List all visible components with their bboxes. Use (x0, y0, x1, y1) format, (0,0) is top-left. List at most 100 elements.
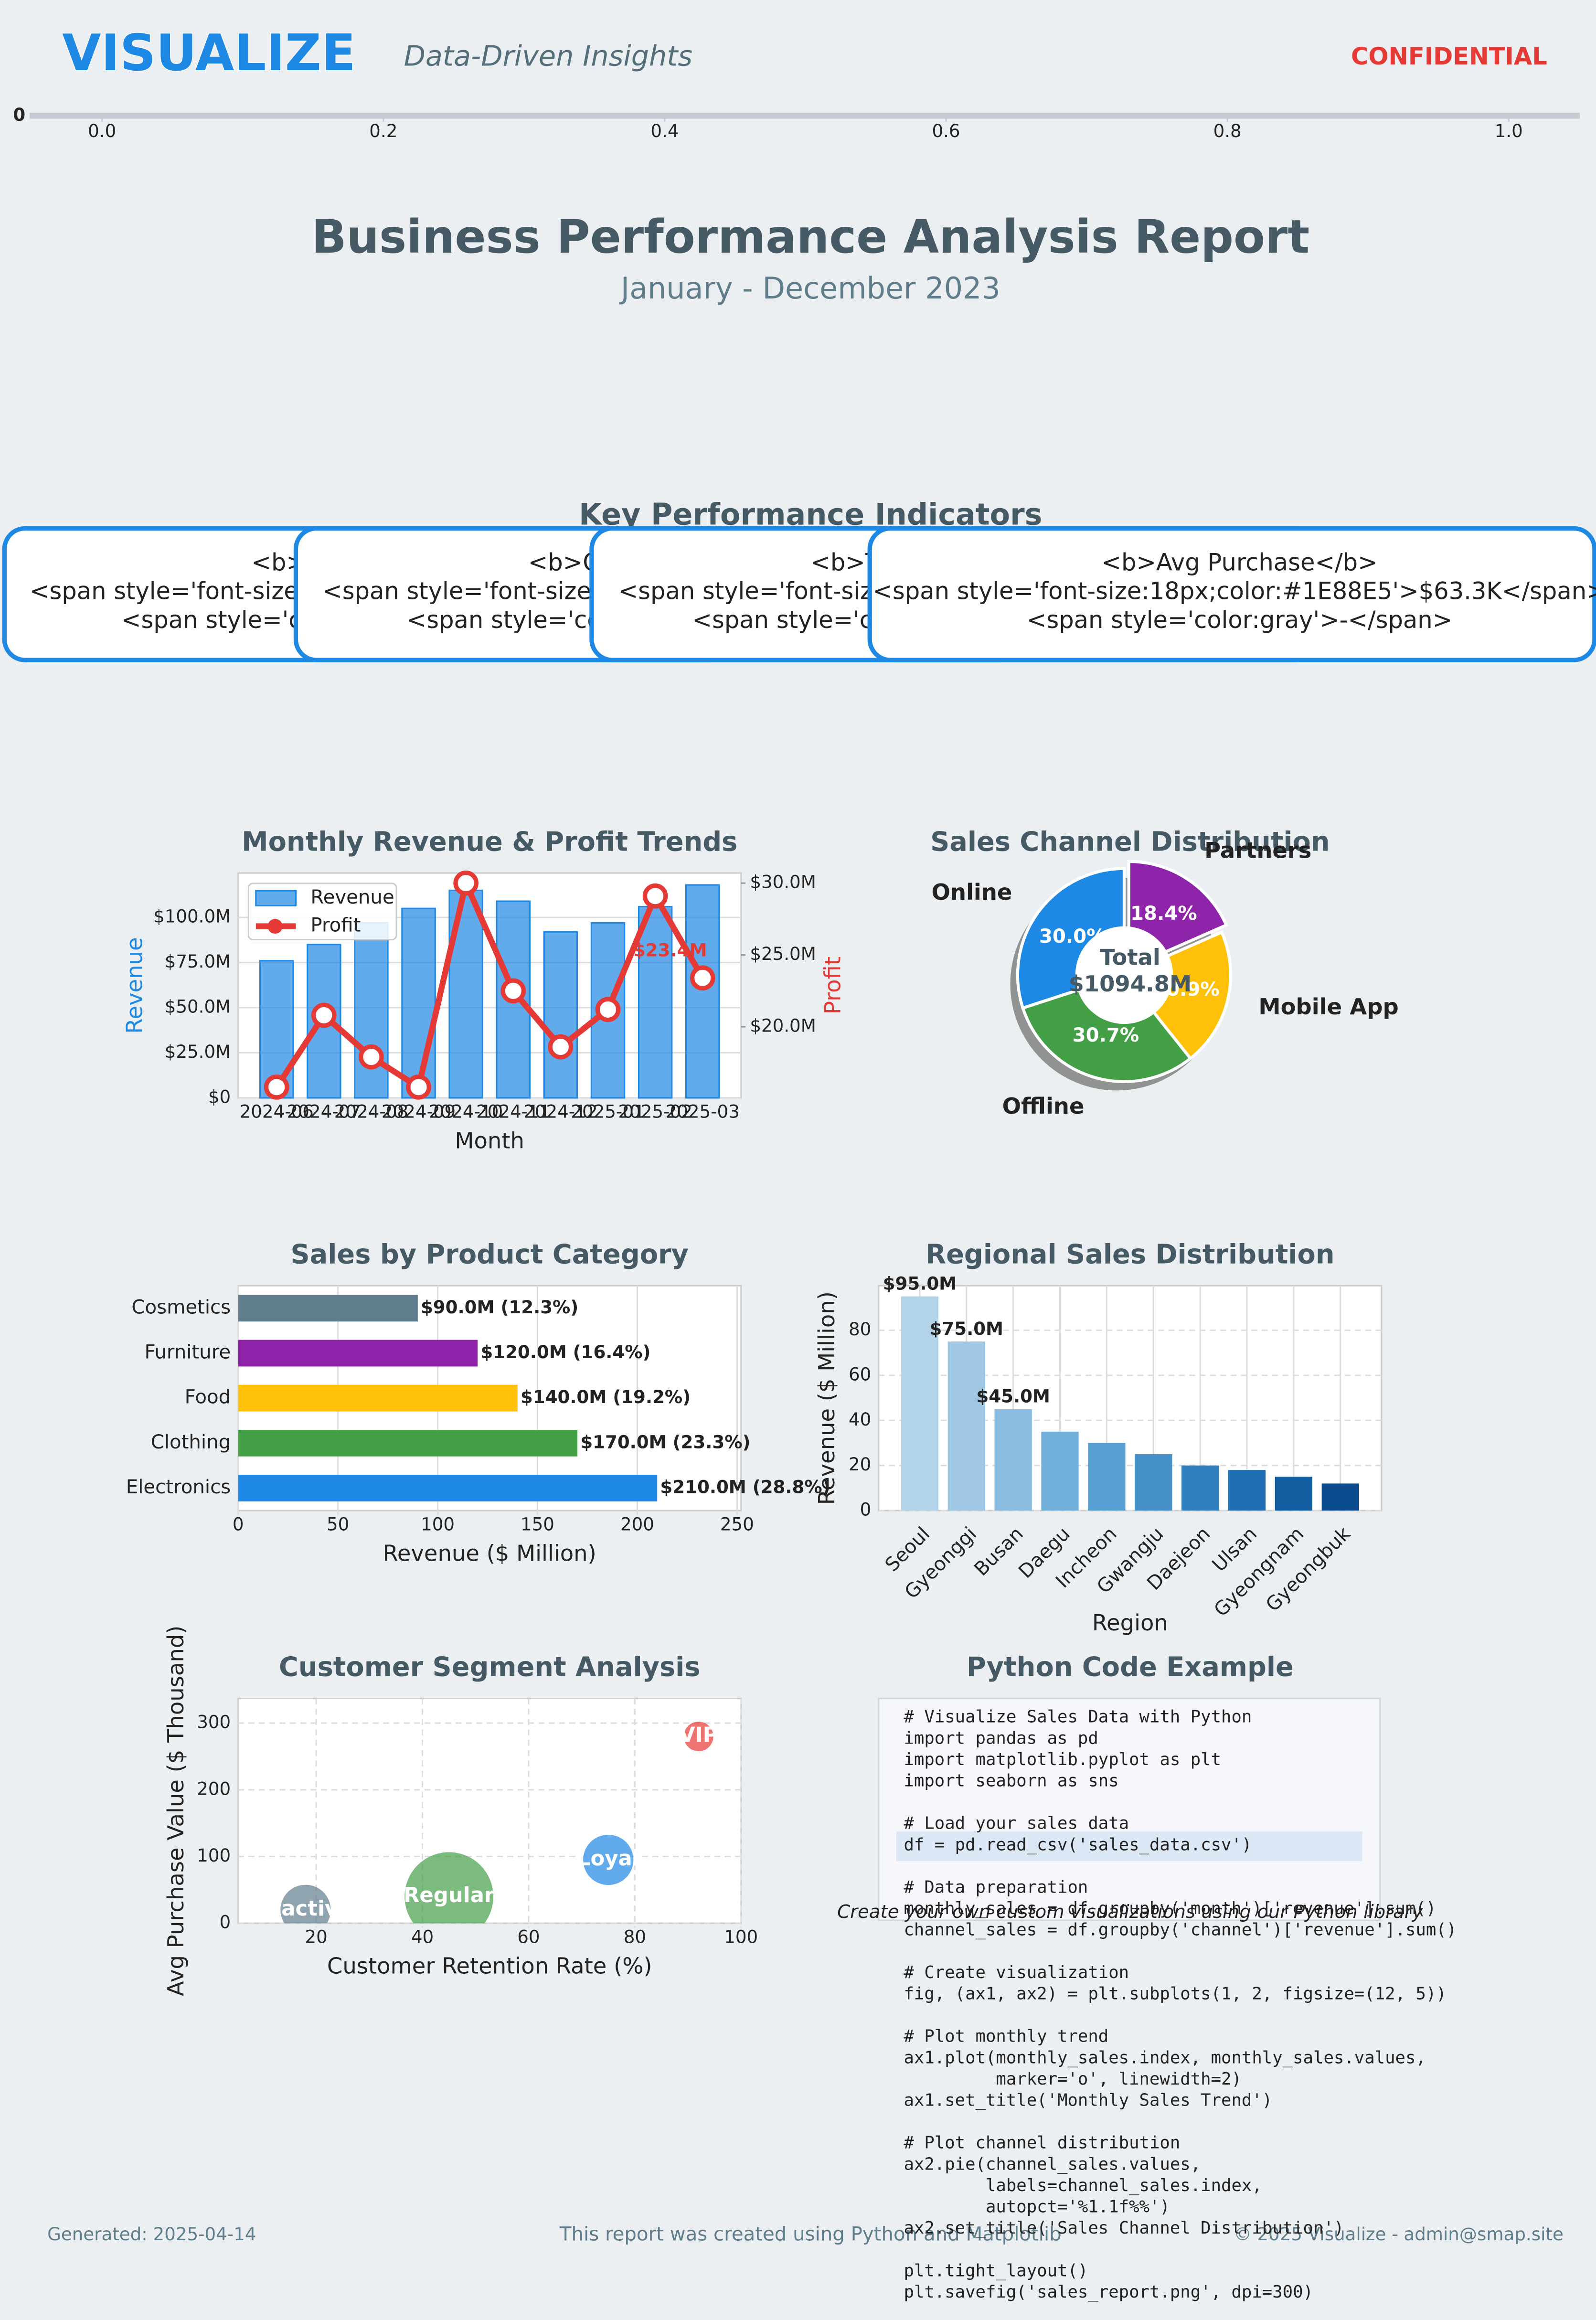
bubble (583, 1834, 634, 1885)
point (311, 1002, 337, 1028)
x-tick-label: 80 (624, 1927, 646, 1948)
point (359, 1044, 384, 1070)
code-line: # Plot channel distribution (904, 2133, 1180, 2153)
code-line: plt.savefig('sales_report.png', dpi=300) (904, 2282, 1313, 2302)
code-line: autopct='%1.1f%%') (904, 2197, 1170, 2217)
code-caption: Create your own custom visualizations us… (837, 1901, 1424, 1923)
kpi-card (867, 526, 1596, 662)
y-axis-label: Avg Purchase Value ($ Thousand) (163, 1626, 189, 1996)
x-tick-label: 60 (517, 1927, 540, 1948)
progress-tick-label: 1.0 (1495, 121, 1523, 141)
x-tick-label: 2024-11 (476, 1101, 550, 1122)
y-axis-label: Profit (819, 957, 845, 1014)
x-tick-label: 2024-12 (523, 1101, 597, 1122)
slice-label: Mobile App (1258, 994, 1398, 1020)
center-label: Total (1100, 944, 1160, 970)
code-line: ax2.pie(channel_sales.values, (904, 2154, 1201, 2174)
progress-tick-label: 0.4 (650, 121, 679, 141)
bubble (280, 1884, 331, 1924)
footer-copyright: © 2025 Visualize - admin@smap.site (1234, 2224, 1563, 2245)
x-tick-label: 40 (411, 1927, 434, 1948)
code-line: # Visualize Sales Data with Python (904, 1707, 1252, 1727)
x-axis-label: Region (1092, 1610, 1168, 1636)
tagline: Data-Driven Insights (404, 40, 692, 73)
value-label: $120.0M (16.4%) (480, 1342, 650, 1362)
code-highlight (896, 1831, 1362, 1862)
value-label: $170.0M (23.3%) (580, 1432, 750, 1452)
report-title: Business Performance Analysis Report (312, 210, 1310, 264)
point (500, 978, 526, 1004)
y-tick-label: 0 (860, 1500, 872, 1520)
kpi-text: <span style='font-size:1 (322, 577, 614, 605)
pie-center (1075, 926, 1173, 1024)
x-tick-label: 2024-06 (240, 1101, 314, 1122)
x-tick-label: 20 (305, 1927, 327, 1948)
point (406, 1075, 431, 1100)
line (274, 873, 705, 1092)
x-tick-label: 2025-01 (571, 1101, 645, 1122)
chart-title: Sales Channel Distribution (930, 826, 1330, 857)
code-title: Python Code Example (967, 1652, 1294, 1683)
badge: CONFIDENTIAL (1351, 43, 1547, 70)
code-line: df = pd.read_csv('sales_data.csv') (904, 1835, 1252, 1854)
progress-tick-label: 0.8 (1213, 121, 1242, 141)
value-label: $23.4M (633, 940, 707, 960)
legend-label: Profit (310, 915, 361, 937)
x-tick-label: 2024-10 (429, 1101, 503, 1122)
slice-value: 18.4% (1130, 903, 1197, 925)
bar (238, 1475, 658, 1501)
bar (901, 1296, 939, 1511)
chart-title: Regional Sales Distribution (926, 1239, 1334, 1270)
point (548, 1034, 574, 1060)
bubble-label: Inactive (259, 1897, 352, 1921)
x-tick-label: 200 (620, 1514, 654, 1535)
code-line: labels=channel_sales.index, (904, 2176, 1262, 2195)
bar (1275, 1477, 1313, 1511)
bar (685, 884, 720, 1099)
x-tick-label: 100 (421, 1514, 455, 1535)
bar (947, 1341, 985, 1511)
value-label: $140.0M (19.2%) (521, 1387, 691, 1407)
slice-label: Online (931, 879, 1012, 905)
x-tick-label: 2025-03 (666, 1101, 740, 1122)
y-tick-label: 0 (220, 1912, 231, 1933)
chart-title: Sales by Product Category (291, 1239, 689, 1270)
y-tick-label: 80 (849, 1319, 871, 1340)
x-tick-label: 50 (327, 1514, 349, 1535)
bubbles: Inactive Regular Loyal VIP (259, 1722, 718, 1924)
bar (354, 922, 389, 1099)
x-tick-label: 250 (720, 1514, 754, 1535)
kpi-text: <span style='col (407, 606, 608, 634)
x-tick-label: 150 (521, 1514, 554, 1535)
code-line: fig, (ax1, ax2) = plt.subplots(1, 2, fig… (904, 1984, 1446, 2004)
y-tick-label: $25.0M (165, 1042, 231, 1062)
value-label: $75.0M (930, 1319, 1004, 1339)
logo: VISUALIZE (62, 23, 356, 82)
bar (238, 1295, 418, 1322)
code-line: # Load your sales data (904, 1814, 1129, 1833)
bar (401, 907, 436, 1099)
y-tick-label: 40 (849, 1409, 871, 1430)
code-line: # Create visualization (904, 1963, 1129, 1982)
bubble-label: Regular (404, 1884, 495, 1907)
kpi-text: <b>O (528, 548, 601, 576)
code-line: import seaborn as sns (904, 1771, 1118, 1790)
bar (638, 905, 673, 1099)
y-tick-label: 100 (197, 1845, 231, 1866)
bar (1041, 1431, 1079, 1511)
code-line: # Data preparation (904, 1877, 1088, 1897)
code-line: monthly_sales = df.groupby('month')['rev… (904, 1899, 1436, 1918)
kpi-text: <b>Avg Purchase</b> (1101, 548, 1377, 576)
bubble (683, 1722, 713, 1752)
x-axis-label: Month (455, 1128, 524, 1153)
x-tick-label: 2024-08 (334, 1101, 408, 1122)
value-label: $210.0M (28.8%) (660, 1477, 830, 1497)
bubble (404, 1852, 494, 1924)
y-tick-label: 200 (197, 1778, 231, 1799)
x-tick-label: 2024-09 (382, 1101, 456, 1122)
x-tick-label: 0 (233, 1514, 244, 1535)
bubble-label: Loyal (577, 1847, 639, 1871)
y-tick-label: $0 (208, 1086, 231, 1107)
kpi-text: <span style='co (121, 606, 316, 634)
